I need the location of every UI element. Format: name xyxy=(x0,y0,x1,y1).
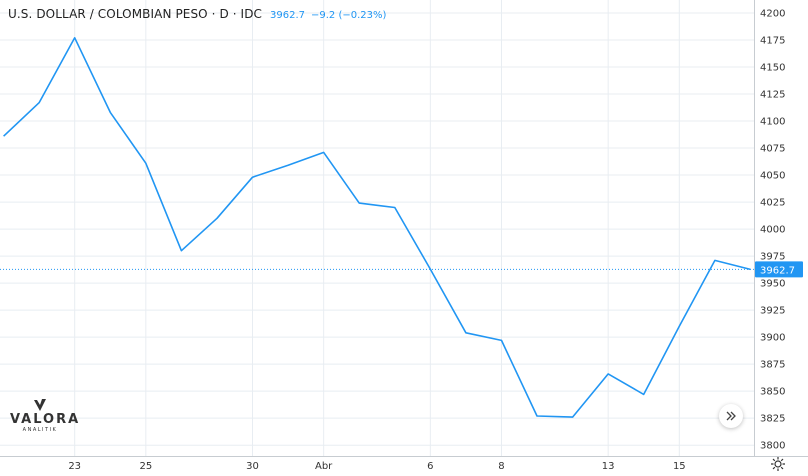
y-tick-label: 3925 xyxy=(760,306,785,317)
price-tag-label: 3962.7 xyxy=(760,265,795,276)
y-tick-label: 4200 xyxy=(760,8,785,19)
y-tick-label: 4125 xyxy=(760,90,785,101)
x-tick-label: Abr xyxy=(315,461,333,472)
chart-settings-button[interactable] xyxy=(770,456,786,472)
x-tick-label: 30 xyxy=(246,461,259,472)
y-tick-label: 3900 xyxy=(760,333,785,344)
x-tick-label: 23 xyxy=(68,461,81,472)
y-tick-label: 3975 xyxy=(760,252,785,263)
gear-icon xyxy=(771,457,785,471)
y-tick-label: 4100 xyxy=(760,117,785,128)
x-tick-label: 13 xyxy=(602,461,615,472)
chart-header: U.S. DOLLAR / COLOMBIAN PESO · D · IDC 3… xyxy=(8,7,386,21)
y-tick-label: 4050 xyxy=(760,171,785,182)
y-tick-label: 3950 xyxy=(760,279,785,290)
y-tick-label: 3850 xyxy=(760,387,785,398)
price-tag xyxy=(755,261,803,278)
valora-logo: VALORA ANALITIK xyxy=(10,398,81,434)
y-tick-label: 4025 xyxy=(760,198,785,209)
x-tick-label: 25 xyxy=(139,461,152,472)
y-tick-label: 4175 xyxy=(760,35,785,46)
valora-logo-mark-icon xyxy=(34,399,46,411)
x-tick-label: 15 xyxy=(673,461,686,472)
header-last-price: 3962.7 xyxy=(270,10,306,21)
logo-subtitle: ANALITIK xyxy=(22,427,58,433)
y-tick-label: 4150 xyxy=(760,62,785,73)
logo-wordmark: VALORA xyxy=(10,412,81,427)
y-tick-label: 3875 xyxy=(760,360,785,371)
y-tick-label: 3825 xyxy=(760,414,785,425)
y-tick-label: 3800 xyxy=(760,441,785,452)
header-price-change: −9.2 (−0.23%) xyxy=(311,10,387,21)
y-tick-label: 4000 xyxy=(760,225,785,236)
x-tick-label: 6 xyxy=(427,461,433,472)
y-tick-label: 4075 xyxy=(760,144,785,155)
x-tick-label: 8 xyxy=(498,461,504,472)
series-line xyxy=(3,36,751,418)
double-chevron-right-icon xyxy=(726,411,736,421)
scroll-to-realtime-button[interactable] xyxy=(719,404,743,428)
chart-title: U.S. DOLLAR / COLOMBIAN PESO · D · IDC xyxy=(8,7,263,21)
